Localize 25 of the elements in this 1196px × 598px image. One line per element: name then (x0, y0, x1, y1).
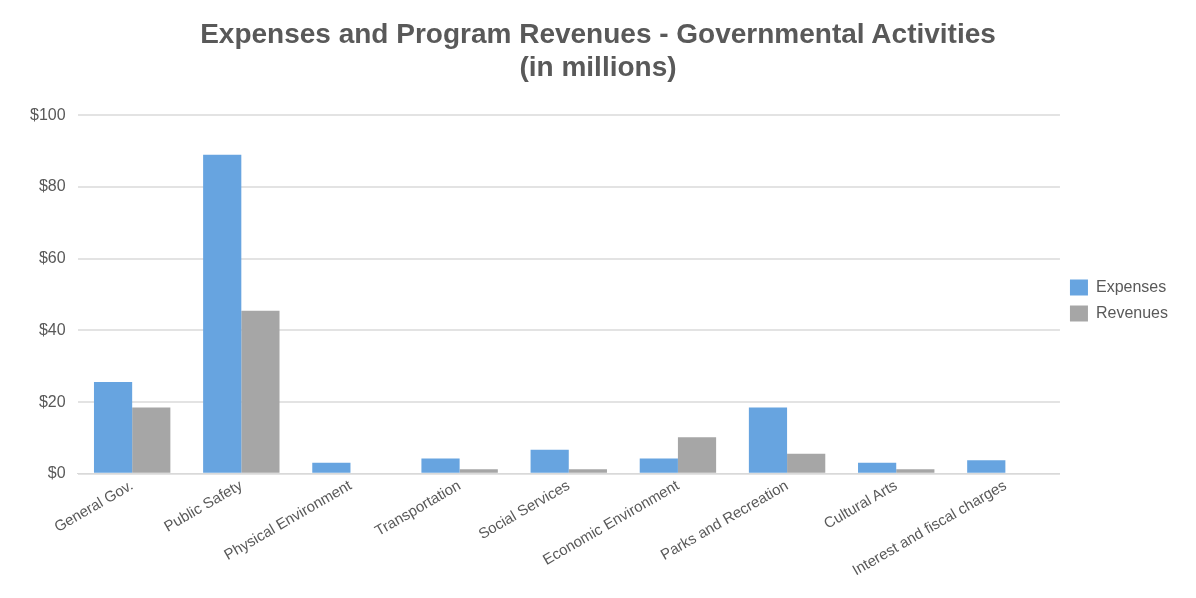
y-tick-label: $20 (38, 392, 66, 410)
bar (132, 407, 171, 473)
bar (203, 154, 242, 473)
bar (748, 407, 788, 473)
bar (787, 453, 826, 473)
bar (93, 382, 133, 473)
bar (967, 460, 1006, 473)
y-tick-label: $60 (38, 249, 66, 267)
legend-label: Revenues (1095, 303, 1168, 321)
bar (568, 469, 607, 473)
bar (459, 469, 498, 473)
y-tick-label: $0 (47, 464, 66, 482)
chart-title: Expenses and Program Revenues - Governmental Activities (in millions) (200, 17, 996, 83)
legend-label: Expenses (1095, 277, 1167, 295)
bar (312, 462, 351, 473)
y-tick-label: $100 (30, 105, 66, 123)
y-tick-label: $40 (38, 320, 66, 338)
bar (858, 462, 897, 473)
bar (241, 310, 280, 473)
bar (677, 437, 717, 473)
bar (896, 469, 935, 473)
y-tick-label: $80 (38, 177, 66, 195)
bar (639, 458, 678, 473)
bar (530, 449, 569, 473)
bar (421, 458, 460, 473)
